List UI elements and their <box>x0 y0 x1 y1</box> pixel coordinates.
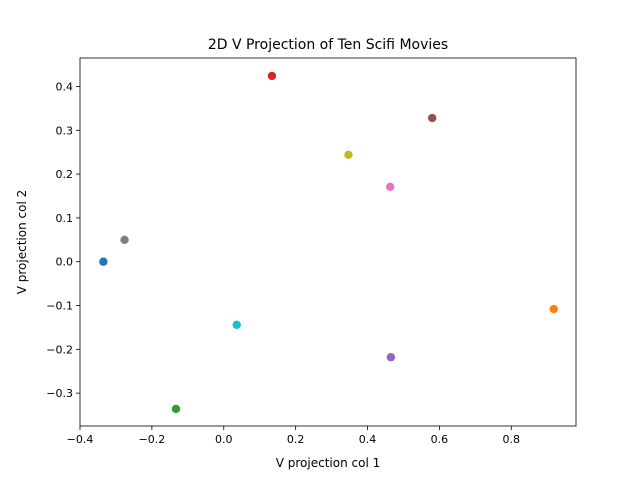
x-tick-label: 0.4 <box>359 433 377 446</box>
x-tick-label: −0.4 <box>67 433 94 446</box>
data-point-4 <box>267 71 277 81</box>
y-tick-label: 0.4 <box>56 80 74 93</box>
x-tick-label: −0.2 <box>139 433 166 446</box>
y-tick-label: 0.1 <box>56 212 74 225</box>
y-tick-label: 0.2 <box>56 168 74 181</box>
data-point-10 <box>232 320 241 329</box>
data-point-9 <box>344 150 353 160</box>
plot-area: −0.4 −0.2 0.0 0.2 0.4 0.6 0.8 −0.3 −0.2 −0.1 0.0 0.… <box>46 57 577 446</box>
x-tick-label: 0.2 <box>287 433 305 446</box>
x-tick-label: 0.6 <box>431 433 449 446</box>
data-point-6 <box>428 113 437 123</box>
chart-title: 2D V Projection of Ten Scifi Movies <box>208 37 448 53</box>
x-axis-label: V projection col 1 <box>276 456 381 470</box>
x-tick-label: 0.8 <box>503 433 521 446</box>
data-point-2 <box>549 304 558 314</box>
x-tick-label: 0.0 <box>215 433 233 446</box>
data-point-5 <box>386 353 396 362</box>
plot-frame <box>79 57 577 427</box>
y-axis-label: V projection col 2 <box>15 190 29 295</box>
y-tick-label: 0.3 <box>56 124 74 137</box>
y-tick-label: 0.0 <box>56 256 74 269</box>
y-tick-label: −0.2 <box>46 343 73 356</box>
y-tick-label: −0.3 <box>46 387 73 400</box>
data-point-7 <box>385 182 395 191</box>
data-point-1 <box>99 257 108 266</box>
data-point-8 <box>120 235 129 245</box>
y-tick-label: −0.1 <box>46 300 73 313</box>
data-point-3 <box>171 404 181 414</box>
